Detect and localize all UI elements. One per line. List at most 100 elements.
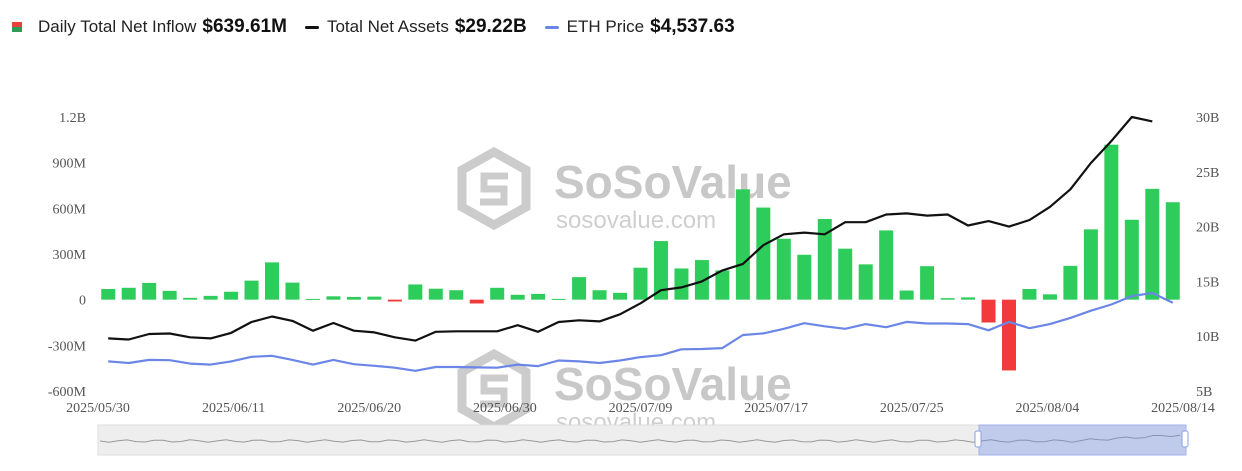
x-tick-label: 2025/07/09 bbox=[609, 401, 673, 416]
inflow-bar bbox=[613, 292, 628, 300]
chart-lines bbox=[108, 115, 1174, 372]
inflow-bar bbox=[592, 290, 607, 300]
inflow-bar bbox=[408, 284, 423, 300]
inflow-bar bbox=[469, 299, 484, 304]
watermark: SoSoValuesosovalue.comSoSoValuesosovalue… bbox=[457, 146, 792, 436]
x-tick-label: 2025/06/11 bbox=[202, 401, 265, 416]
inflow-bar bbox=[428, 288, 443, 300]
inflow-bar bbox=[265, 262, 280, 300]
inflow-bar bbox=[367, 296, 382, 300]
inflow-bar bbox=[1042, 294, 1057, 300]
inflow-bar bbox=[449, 290, 464, 300]
x-tick-label: 2025/08/14 bbox=[1151, 401, 1215, 416]
inflow-bar bbox=[490, 287, 505, 300]
inflow-bar bbox=[551, 298, 566, 300]
legend-item-inflow[interactable]: Daily Total Net Inflow $639.61M bbox=[12, 10, 287, 44]
inflow-bar bbox=[244, 280, 259, 300]
y-left-tick-label: -600M bbox=[48, 385, 87, 400]
legend-price-value: $4,537.63 bbox=[650, 16, 735, 37]
inflow-bar bbox=[817, 218, 832, 300]
legend-item-assets[interactable]: Total Net Assets $29.22B bbox=[304, 10, 527, 44]
y-right-tick-label: 25B bbox=[1196, 166, 1219, 181]
inflow-bar bbox=[121, 287, 136, 300]
y-right-tick-label: 10B bbox=[1196, 330, 1219, 345]
watermark-brand-text: SoSoValue bbox=[554, 358, 792, 410]
inflow-bar bbox=[633, 267, 648, 300]
inflow-bar bbox=[715, 270, 730, 300]
inflow-bar bbox=[694, 260, 709, 300]
inflow-bar bbox=[346, 296, 361, 300]
navigator-right-handle bbox=[1181, 430, 1189, 448]
x-tick-label: 2025/07/17 bbox=[744, 401, 808, 416]
inflow-bar bbox=[920, 266, 935, 300]
inflow-bar bbox=[940, 298, 955, 300]
inflow-bar bbox=[305, 298, 320, 300]
legend-inflow-value: $639.61M bbox=[202, 16, 287, 37]
inflow-bar bbox=[1001, 299, 1016, 371]
total-net-assets-line bbox=[108, 115, 1153, 342]
legend-inflow-name: Daily Total Net Inflow bbox=[38, 17, 197, 36]
inflow-bar bbox=[1104, 144, 1119, 300]
y-right-tick-label: 30B bbox=[1196, 111, 1219, 126]
legend: Daily Total Net Inflow $639.61M Total Ne… bbox=[0, 10, 753, 44]
y-left-tick-label: 600M bbox=[53, 202, 87, 217]
inflow-bar bbox=[653, 241, 668, 300]
assets-line-swatch-icon bbox=[304, 25, 319, 29]
inflow-bar bbox=[101, 289, 116, 300]
inflow-bar bbox=[858, 264, 873, 300]
inflow-bar bbox=[510, 294, 525, 300]
legend-assets-value: $29.22B bbox=[454, 16, 527, 37]
y-left-tick-label: 0 bbox=[79, 294, 86, 309]
inflow-bar bbox=[387, 299, 402, 302]
y-left-tick-label: -300M bbox=[48, 339, 87, 354]
inflow-bars bbox=[101, 144, 1180, 371]
inflow-bar bbox=[1022, 289, 1037, 300]
y-left-tick-label: 1.2B bbox=[59, 111, 86, 126]
range-navigator[interactable] bbox=[97, 424, 1189, 456]
inflow-bar bbox=[1063, 265, 1078, 300]
navigator-left-handle bbox=[974, 430, 982, 448]
inflow-bar bbox=[531, 293, 546, 300]
inflow-bar bbox=[756, 207, 771, 300]
y-left-tick-label: 300M bbox=[53, 248, 87, 263]
inflow-bar bbox=[797, 254, 812, 300]
inflow-bar bbox=[183, 297, 198, 300]
inflow-bar bbox=[1124, 219, 1139, 300]
inflow-bar bbox=[572, 277, 587, 300]
x-tick-label: 2025/05/30 bbox=[66, 401, 130, 416]
inflow-bar bbox=[776, 238, 791, 300]
eth-price-line bbox=[108, 291, 1174, 372]
watermark-site-text: sosovalue.com bbox=[556, 207, 716, 234]
y-left-tick-label: 900M bbox=[53, 157, 87, 172]
navigator-series bbox=[99, 434, 1181, 443]
inflow-bar bbox=[899, 290, 914, 300]
inflow-bar bbox=[326, 296, 341, 300]
inflow-bar bbox=[838, 248, 853, 300]
legend-price-name: ETH Price bbox=[566, 17, 645, 36]
inflow-bar bbox=[162, 290, 177, 300]
watermark-brand-text: SoSoValue bbox=[554, 156, 792, 208]
inflow-swatch-icon bbox=[12, 22, 22, 32]
inflow-bar bbox=[961, 297, 976, 300]
inflow-bar bbox=[1083, 229, 1098, 300]
inflow-bar bbox=[879, 230, 894, 300]
legend-item-price[interactable]: ETH Price $4,537.63 bbox=[544, 10, 735, 44]
y-right-tick-label: 5B bbox=[1196, 385, 1212, 400]
y-right-tick-label: 15B bbox=[1196, 275, 1219, 290]
inflow-bar bbox=[224, 291, 239, 300]
inflow-bar bbox=[981, 299, 996, 323]
y-right-tick-label: 20B bbox=[1196, 221, 1219, 236]
inflow-bar bbox=[1165, 202, 1180, 300]
inflow-bar bbox=[285, 282, 300, 300]
x-tick-label: 2025/06/30 bbox=[473, 401, 537, 416]
inflow-bar bbox=[1145, 188, 1160, 300]
legend-assets-name: Total Net Assets bbox=[326, 17, 449, 36]
sosovalue-logo-icon bbox=[457, 146, 531, 231]
inflow-bar bbox=[735, 189, 750, 300]
x-tick-label: 2025/08/04 bbox=[1015, 401, 1079, 416]
inflow-bar bbox=[142, 282, 157, 300]
price-line-swatch-icon bbox=[544, 25, 559, 29]
chart-axes: 1.2B 900M 600M 300M 0 -300M -600M 30B 25B 20B 15B 1… bbox=[48, 111, 1219, 416]
x-tick-label: 2025/07/25 bbox=[880, 401, 944, 416]
